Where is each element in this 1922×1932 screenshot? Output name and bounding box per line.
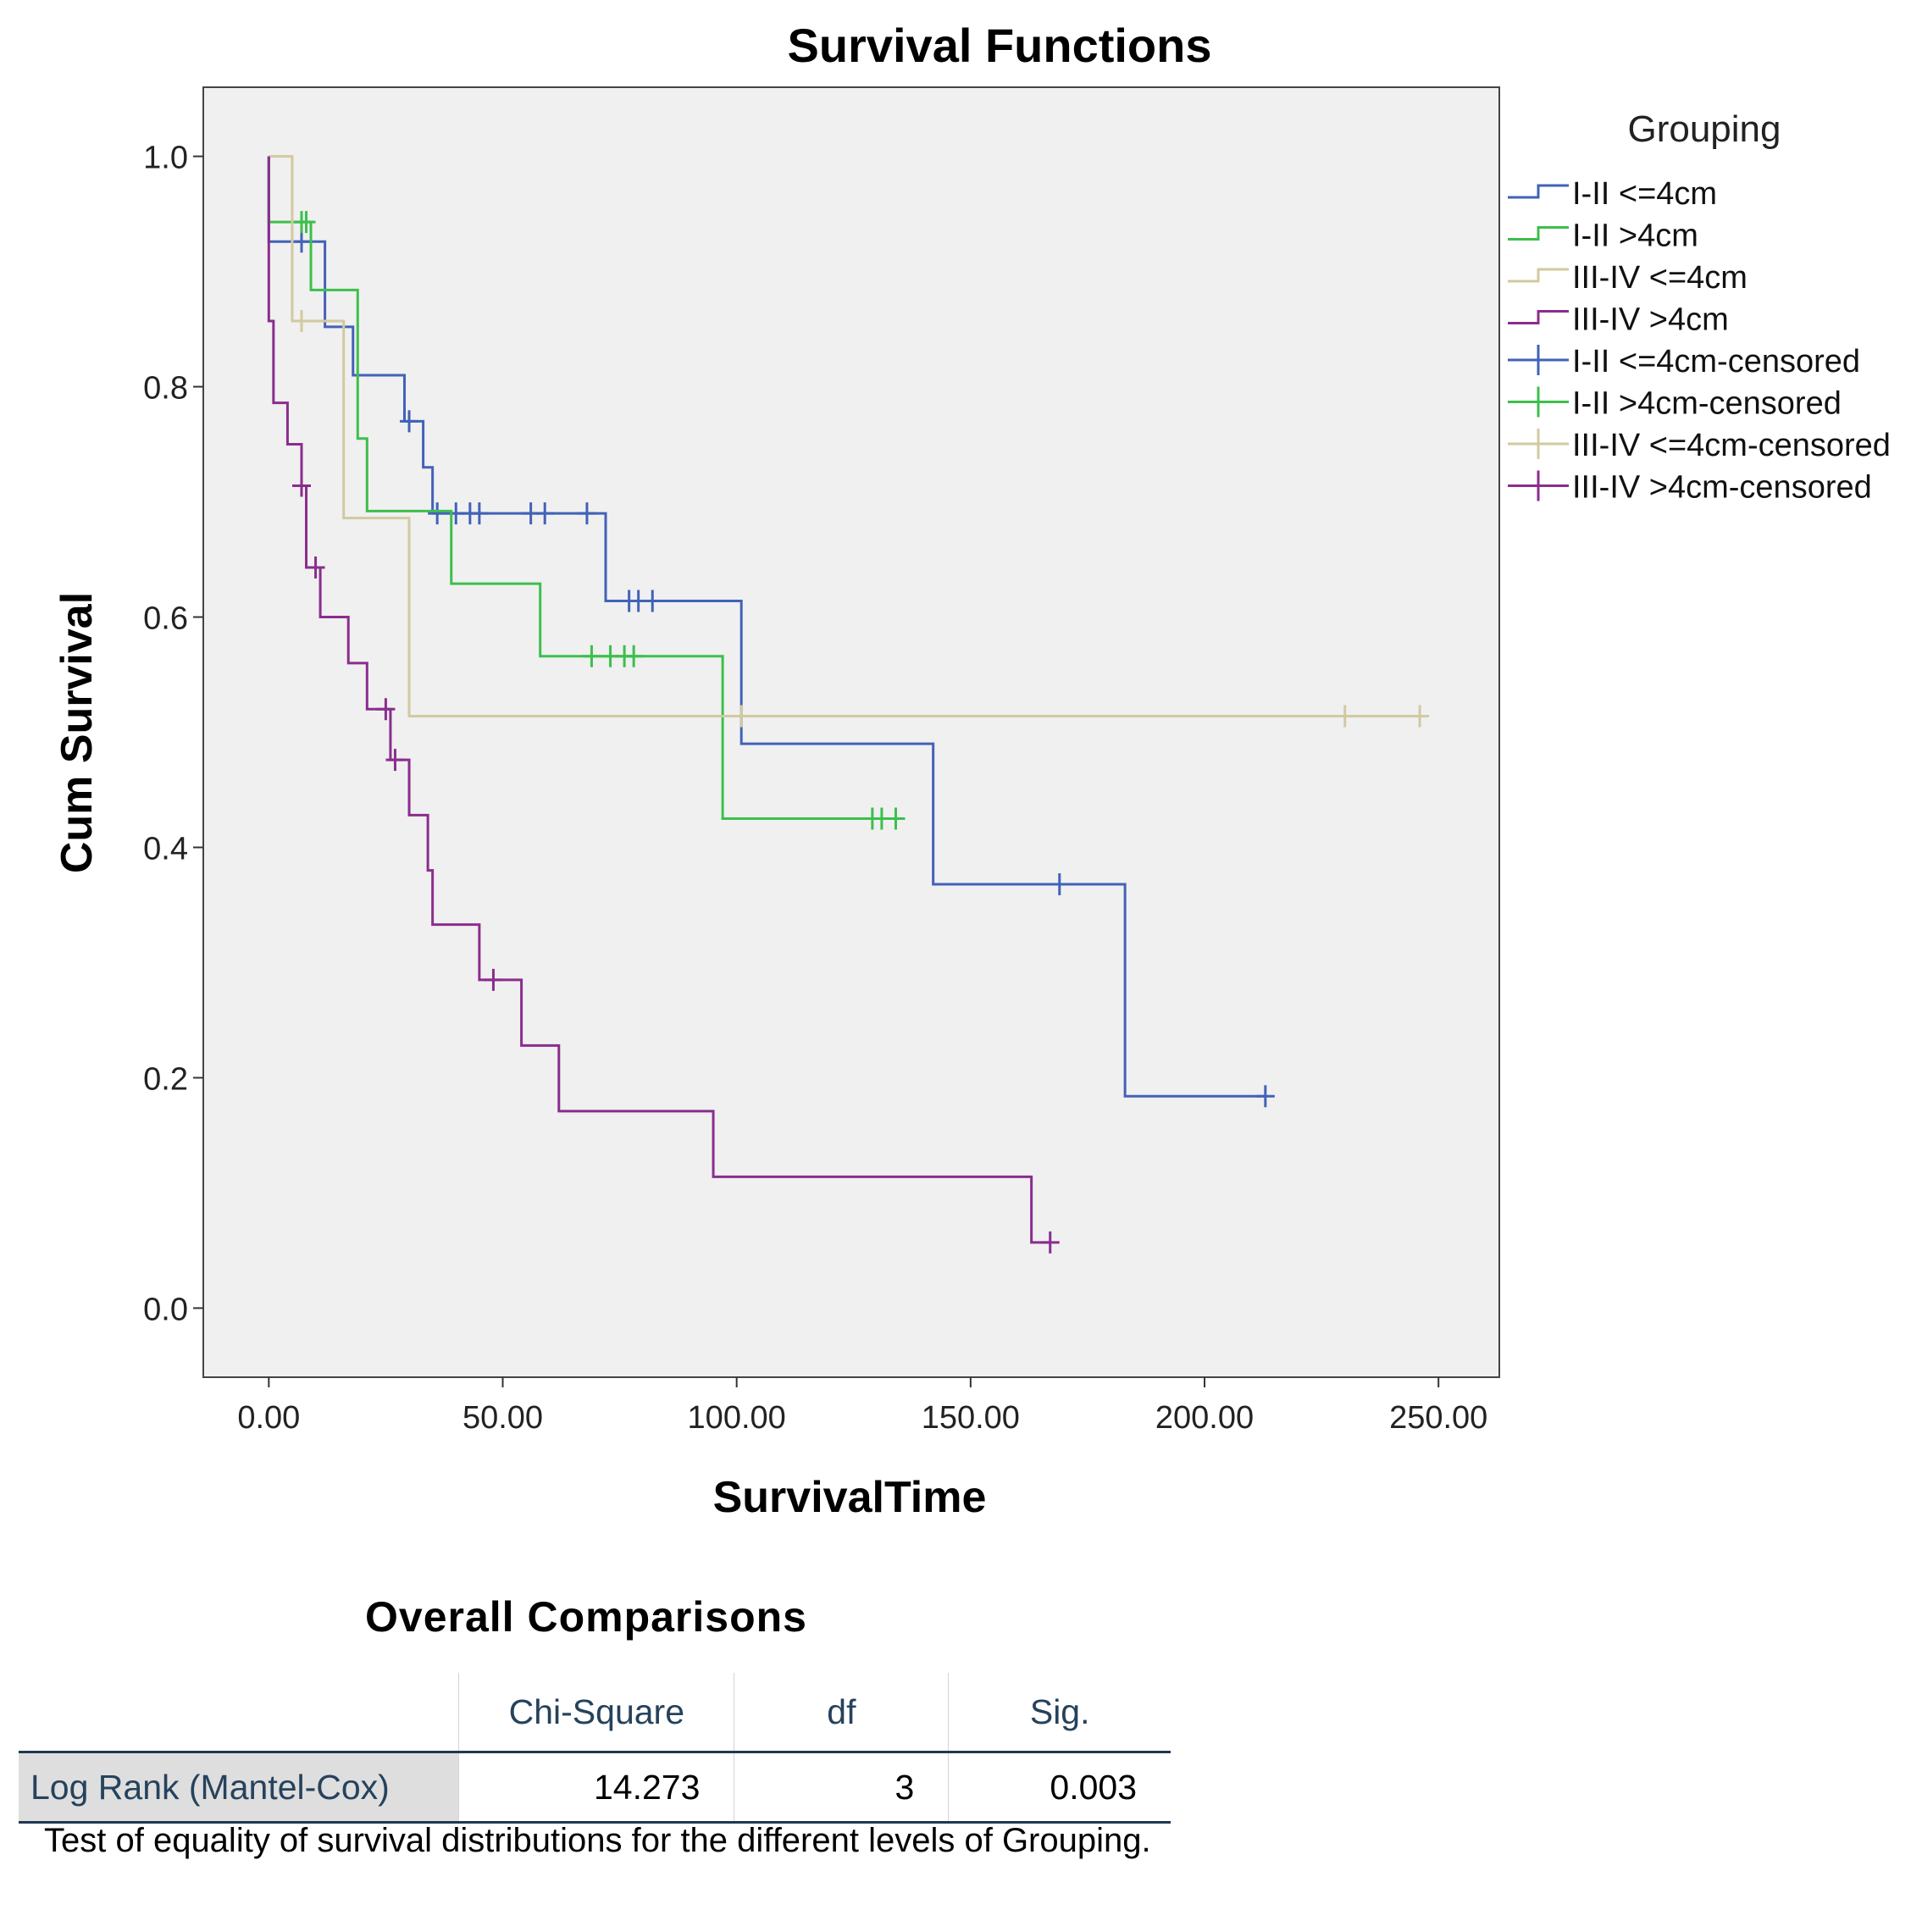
- legend-swatch-line: [1508, 184, 1569, 199]
- legend-swatch-line: [1508, 268, 1569, 283]
- y-tick-label: 0.8: [143, 371, 188, 407]
- x-axis-label: SurvivalTime: [713, 1473, 987, 1522]
- chart-title: Survival Functions: [788, 19, 1212, 72]
- header-df: df: [734, 1673, 949, 1753]
- censor-mark-i-ii-4cm: [296, 211, 316, 234]
- comparisons-title: Overall Comparisons: [365, 1593, 807, 1641]
- x-tick-label: 250.00: [1389, 1400, 1487, 1436]
- censor-mark-iii-iv-4cm: [484, 968, 503, 991]
- legend-swatch-censor: [1508, 386, 1569, 418]
- legend-label: I-II >4cm: [1572, 219, 1698, 254]
- censor-mark-iii-iv-4cm: [291, 474, 311, 497]
- legend-label: I-II <=4cm-censored: [1572, 344, 1860, 379]
- legend-label: III-IV >4cm: [1572, 302, 1729, 338]
- y-tick-label: 0.6: [143, 601, 188, 637]
- y-tick-label: 0.0: [143, 1292, 188, 1327]
- legend-label: III-IV >4cm-censored: [1572, 470, 1872, 506]
- survival-line-iii-iv-4cm: [269, 155, 1421, 717]
- survival-line-i-ii-4cm: [267, 156, 900, 820]
- chi-square-value: 14.273: [458, 1752, 734, 1824]
- header-blank: [19, 1673, 459, 1753]
- df-value: 3: [734, 1752, 949, 1824]
- y-tick-label: 1.0: [143, 141, 188, 176]
- x-tick-label: 200.00: [1155, 1400, 1254, 1436]
- censor-mark-i-ii-4cm: [886, 807, 906, 830]
- header-sig: Sig.: [948, 1673, 1171, 1753]
- censor-mark-i-ii-4cm: [1050, 873, 1069, 895]
- censor-mark-iii-iv-4cm: [306, 556, 325, 579]
- censor-mark-iii-iv-4cm: [1410, 705, 1430, 728]
- y-tick-label: 0.4: [143, 831, 188, 866]
- x-tick-label: 50.00: [462, 1400, 543, 1436]
- table-header-row: Chi-Square df Sig.: [19, 1673, 1171, 1753]
- censor-mark-i-ii-4cm: [624, 645, 644, 667]
- comparisons-footnote: Test of equality of survival distributio…: [44, 1822, 1151, 1859]
- censor-mark-iii-iv-4cm: [385, 749, 405, 772]
- table-row: Log Rank (Mantel-Cox) 14.273 3 0.003: [19, 1752, 1171, 1824]
- legend-title: Grouping: [1627, 108, 1781, 150]
- legend-label: III-IV <=4cm-censored: [1572, 428, 1891, 463]
- censor-mark-i-ii-4cm: [535, 502, 555, 525]
- censor-mark-i-ii-4cm: [582, 645, 601, 667]
- legend: Grouping I-II <=4cm I-II >4cm III-IV <=4cm…: [1508, 108, 1891, 506]
- legend-label: I-II >4cm-censored: [1572, 386, 1842, 422]
- x-tick-label: 0.00: [237, 1400, 300, 1436]
- censor-mark-i-ii-4cm: [1255, 1085, 1275, 1108]
- legend-swatch-censor: [1508, 470, 1569, 501]
- plot-area: [202, 86, 1500, 1378]
- header-chi-square: Chi-Square: [458, 1673, 734, 1753]
- legend-swatch-line: [1508, 310, 1569, 324]
- x-tick-label: 100.00: [688, 1400, 786, 1436]
- legend-label: I-II <=4cm: [1572, 176, 1717, 212]
- legend-swatch-line: [1508, 226, 1569, 241]
- axes: 0.0 0.2 0.4 0.6 0.8 1.0 0.00 50.00 100.00 150.00 2…: [143, 141, 1487, 1436]
- censor-mark-i-ii-4cm: [400, 410, 419, 433]
- series-layer: [267, 155, 1430, 1254]
- censor-mark-i-ii-4cm: [291, 230, 311, 253]
- censor-mark-i-ii-4cm: [643, 590, 662, 612]
- censor-mark-iii-iv-4cm: [732, 705, 751, 728]
- censor-mark-iii-iv-4cm: [1040, 1231, 1060, 1254]
- survival-line-i-ii-4cm: [267, 156, 1266, 1098]
- y-axis-label: Cum Survival: [53, 592, 102, 873]
- censor-mark-i-ii-4cm: [428, 502, 447, 525]
- censor-mark-i-ii-4cm: [469, 502, 489, 525]
- row-label: Log Rank (Mantel-Cox): [19, 1752, 459, 1824]
- censor-mark-i-ii-4cm: [577, 502, 596, 525]
- x-tick-label: 150.00: [922, 1400, 1020, 1436]
- y-tick-label: 0.2: [143, 1061, 188, 1097]
- comparisons-table: Chi-Square df Sig. Log Rank (Mantel-Cox)…: [19, 1673, 1171, 1824]
- legend-swatch-censor: [1508, 345, 1569, 375]
- censor-mark-iii-iv-4cm: [1335, 705, 1354, 728]
- survival-chart: Survival Functions 0.00.20.40.60.81.00.0…: [53, 19, 1891, 1522]
- censor-mark-iii-iv-4cm: [376, 698, 396, 721]
- legend-label: III-IV <=4cm: [1572, 260, 1748, 296]
- censor-mark-iii-iv-4cm: [291, 310, 311, 333]
- legend-swatch-censor: [1508, 429, 1569, 459]
- sig-value: 0.003: [948, 1752, 1171, 1824]
